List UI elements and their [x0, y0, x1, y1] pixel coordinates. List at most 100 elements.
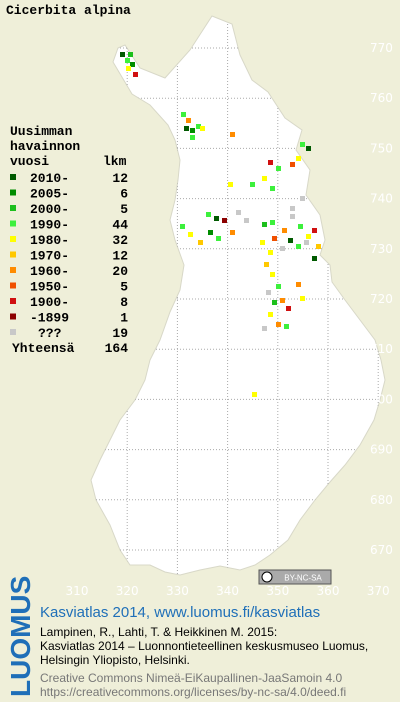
- observation: [180, 224, 185, 229]
- observation: [296, 282, 301, 287]
- observation: [316, 244, 321, 249]
- y-label: 710: [370, 342, 393, 356]
- observation: [290, 162, 295, 167]
- observation: [222, 218, 227, 223]
- observation: [181, 112, 186, 117]
- observation: [260, 240, 265, 245]
- observation: [296, 244, 301, 249]
- observation: [298, 224, 303, 229]
- observation: [230, 132, 235, 137]
- legend-swatch: [10, 282, 16, 289]
- observation: [198, 240, 203, 245]
- license: https://creativecommons.org/licenses/by-…: [40, 685, 346, 699]
- observation: [270, 272, 275, 277]
- legend-count: 8: [120, 295, 128, 310]
- legend-swatch: [10, 329, 16, 335]
- observation: [306, 146, 311, 151]
- badge-text: BY-NC-SA: [284, 574, 322, 583]
- observation: [268, 250, 273, 255]
- observation: [288, 238, 293, 243]
- observation: [250, 182, 255, 187]
- observation: [264, 262, 269, 267]
- x-label: 340: [216, 584, 239, 598]
- title: Cicerbita alpina: [6, 3, 131, 18]
- observation: [216, 236, 221, 241]
- legend-total-label: Yhteensä: [12, 341, 75, 356]
- observation: [268, 312, 273, 317]
- legend-label: 1950-: [30, 280, 69, 295]
- observation: [208, 230, 213, 235]
- x-label: 310: [66, 584, 89, 598]
- legend-swatch: [10, 205, 16, 211]
- observation: [262, 326, 267, 331]
- observation: [306, 234, 311, 239]
- legend-swatch: [10, 313, 16, 320]
- observation: [300, 142, 305, 147]
- x-label: 350: [266, 584, 289, 598]
- observation: [125, 58, 130, 63]
- observation: [276, 284, 281, 289]
- observation: [200, 126, 205, 131]
- cc-badge: BY-NC-SA: [258, 569, 332, 585]
- y-label: 740: [370, 192, 393, 206]
- observation: [206, 212, 211, 217]
- citation: Helsingin Yliopisto, Helsinki.: [40, 653, 190, 667]
- observation: [186, 118, 191, 123]
- legend-count: 12: [112, 171, 128, 186]
- observation: [120, 52, 125, 57]
- x-label: 320: [116, 584, 139, 598]
- legend-label: 1970-: [30, 249, 69, 264]
- legend-count: 1: [120, 311, 128, 326]
- legend-count: 12: [112, 249, 128, 264]
- y-label: 730: [370, 242, 393, 256]
- observation: [130, 62, 135, 67]
- observation: [304, 240, 309, 245]
- observation: [196, 124, 201, 129]
- observation: [268, 160, 273, 165]
- x-label: 330: [166, 584, 189, 598]
- legend-count: 32: [112, 233, 128, 248]
- observation: [214, 216, 219, 221]
- observation: [190, 128, 195, 133]
- legend-count: 44: [112, 218, 128, 233]
- y-label: 770: [370, 41, 393, 55]
- legend-swatch: [10, 251, 16, 258]
- citation: Lampinen, R., Lahti, T. & Heikkinen M. 2…: [40, 625, 277, 639]
- link: Kasviatlas 2014, www.luomus.fi/kasviatla…: [40, 604, 320, 621]
- legend-label: 2000-: [30, 202, 69, 217]
- legend-swatch: [10, 174, 16, 180]
- observation: [262, 176, 267, 181]
- observation: [272, 300, 277, 305]
- observation: [280, 298, 285, 303]
- observation: [126, 66, 131, 71]
- observation: [312, 228, 317, 233]
- observation: [272, 236, 277, 241]
- observation: [190, 135, 195, 140]
- legend-swatch: [10, 236, 16, 242]
- observation: [262, 222, 267, 227]
- legend-count: 6: [120, 187, 128, 202]
- observation: [282, 228, 287, 233]
- observation: [276, 166, 281, 171]
- legend-swatch: [10, 220, 16, 227]
- legend-heading: vuosi: [10, 154, 49, 169]
- legend-label: 2010-: [30, 171, 69, 186]
- observation: [188, 232, 193, 237]
- legend-swatch: [10, 298, 16, 304]
- legend-count: 20: [112, 264, 128, 279]
- legend-count: 5: [120, 280, 128, 295]
- observation: [296, 156, 301, 161]
- observation: [290, 214, 295, 219]
- observation: [300, 296, 305, 301]
- observation: [300, 196, 305, 201]
- y-label: 690: [370, 443, 393, 457]
- legend-count: 19: [112, 326, 128, 341]
- legend-label: ???: [38, 326, 62, 341]
- legend-swatch: [10, 267, 16, 273]
- observation: [184, 126, 189, 131]
- observation: [252, 392, 257, 397]
- legend-label: 2005-: [30, 187, 69, 202]
- y-label: 680: [370, 493, 393, 507]
